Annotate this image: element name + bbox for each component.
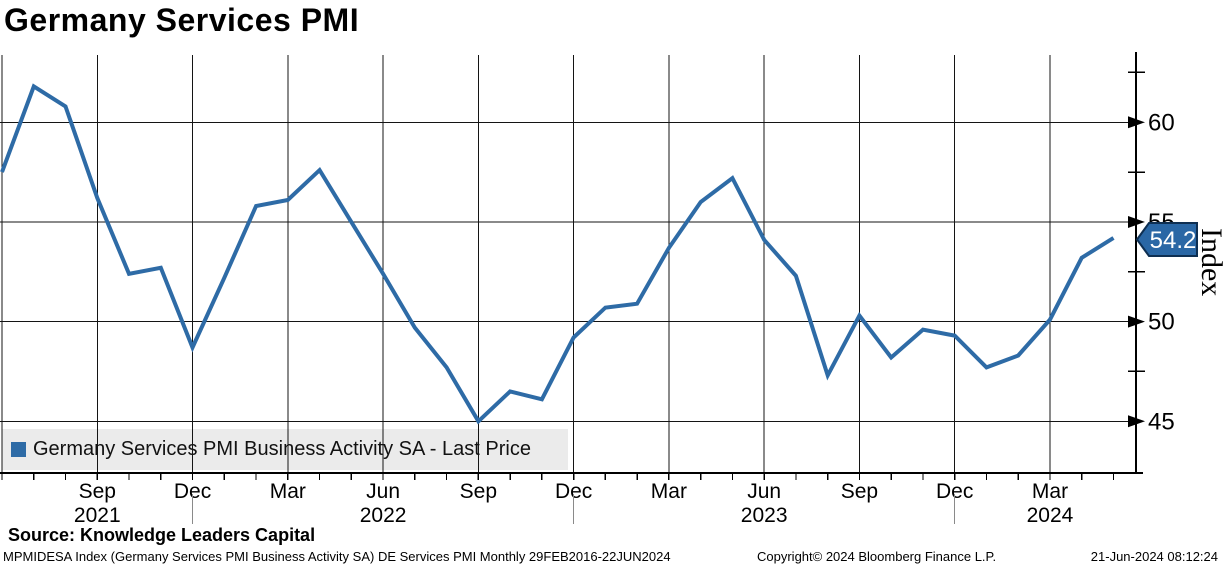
footer-ticker-description: MPMIDESA Index (Germany Services PMI Bus… xyxy=(3,549,671,564)
x-tick-label-Dec-6: Dec xyxy=(174,480,211,503)
legend-background xyxy=(2,429,568,470)
x-year-label-2023: 2023 xyxy=(741,504,788,527)
y-axis-title: Index xyxy=(1195,228,1224,297)
x-tick-label-Sep-15: Sep xyxy=(460,480,497,503)
last-price-badge-value: 54.2 xyxy=(1150,227,1197,254)
chart-generated-layers: 45505560SepDecMarJunSepDecMarJunSepDecMa… xyxy=(0,52,1175,527)
x-year-label-2021: 2021 xyxy=(74,504,121,527)
x-tick-label-Dec-30: Dec xyxy=(936,480,973,503)
y-tick-label-50: 50 xyxy=(1148,309,1175,336)
x-year-label-2022: 2022 xyxy=(360,504,407,527)
x-tick-label-Mar-21: Mar xyxy=(651,480,687,503)
x-tick-label-Sep-27: Sep xyxy=(841,480,878,503)
last-price-badge: 54.2 xyxy=(1135,222,1198,257)
footer-timestamp: 21-Jun-2024 08:12:24 xyxy=(1090,549,1218,564)
source-attribution: Source: Knowledge Leaders Capital xyxy=(8,525,316,545)
y-tick-label-60: 60 xyxy=(1148,109,1175,136)
x-tick-label-Mar-9: Mar xyxy=(270,480,306,503)
legend-item: Germany Services PMI Business Activity S… xyxy=(2,429,568,470)
x-year-label-2024: 2024 xyxy=(1027,504,1074,527)
legend-swatch-icon xyxy=(11,442,26,457)
x-tick-label-Sep-3: Sep xyxy=(79,480,116,503)
legend-label: Germany Services PMI Business Activity S… xyxy=(33,438,531,460)
data-line xyxy=(0,83,1115,425)
footer-copyright: Copyright© 2024 Bloomberg Finance L.P. xyxy=(757,549,997,564)
x-tick-label-Jun-12: Jun xyxy=(366,480,400,503)
page-title: Germany Services PMI xyxy=(4,2,360,38)
x-tick-label-Dec-18: Dec xyxy=(555,480,592,503)
x-tick-label-Mar-33: Mar xyxy=(1032,480,1068,503)
y-tick-label-45: 45 xyxy=(1148,408,1175,435)
x-tick-label-Jun-24: Jun xyxy=(747,480,781,503)
last-price-badge-shape xyxy=(1135,222,1198,257)
